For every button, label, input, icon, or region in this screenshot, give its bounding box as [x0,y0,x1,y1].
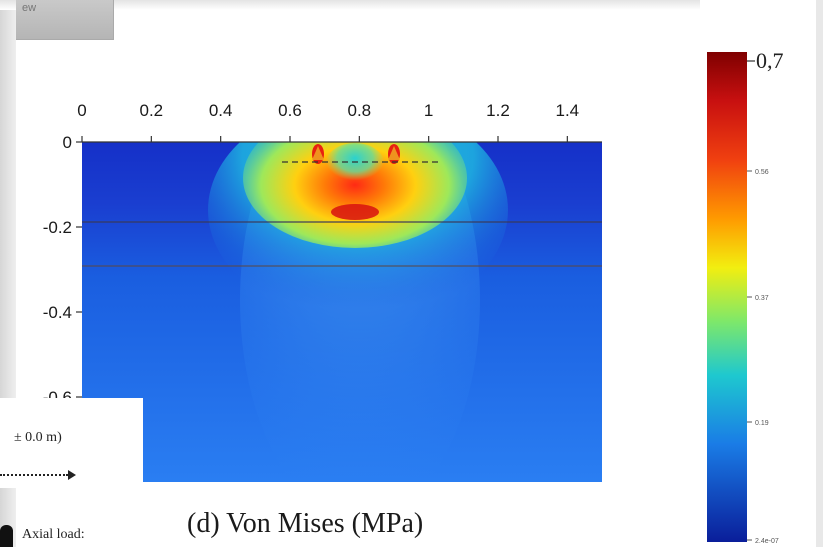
axial-load-icon [0,525,13,547]
colorbar-tick-label: 0.19 [755,420,769,427]
y-tick-label: -0.4 [43,303,72,322]
stress-inner-cool-zone [325,143,385,187]
x-tick-label: 1.2 [486,101,510,120]
axial-load-label: Axial load: [22,527,85,542]
colorbar-tick-label: 2.4e-07 [755,538,779,545]
background-top-edge [0,0,700,10]
colorbar-gradient [707,52,747,542]
x-tick-label: 0.6 [278,101,302,120]
direction-arrow-line [0,474,68,476]
x-tick-label: 1.4 [556,101,580,120]
window-tab-label: ew [22,2,37,14]
right-load-marker [388,146,400,160]
direction-arrowhead-icon [68,470,76,480]
heatmap-field [82,142,602,482]
background-right-edge [816,0,823,547]
x-tick-label: 1 [424,101,433,120]
window-tab[interactable]: ew [16,0,114,40]
x-tick-label: 0.2 [140,101,164,120]
colorbar: 0,7 0.56 0.37 0.19 2.4e-07 [707,48,784,545]
chart-title: (d) Von Mises (MPa) [187,508,424,539]
x-tick-label: 0 [77,101,86,120]
colorbar-tick-label: 0.37 [755,295,769,302]
colorbar-tick-label: 0.56 [755,169,769,176]
x-tick-label: 0.8 [348,101,372,120]
colorbar-ticks: 0.56 0.37 0.19 2.4e-07 [747,169,779,545]
y-axis-ticks: 0-0.2-0.4-0.6 [43,133,82,407]
left-load-marker [312,146,324,160]
x-tick-label: 0.4 [209,101,233,120]
y-tick-label: 0 [63,133,72,152]
distance-annotation: ± 0.0 m) [14,430,62,445]
max-stress-zone [331,204,379,220]
y-tick-label: -0.2 [43,218,72,237]
x-axis-ticks: 0 0.2 0.4 0.6 0.8 1 1.2 1.4 [77,101,579,142]
colorbar-max-label: 0,7 [756,48,784,73]
